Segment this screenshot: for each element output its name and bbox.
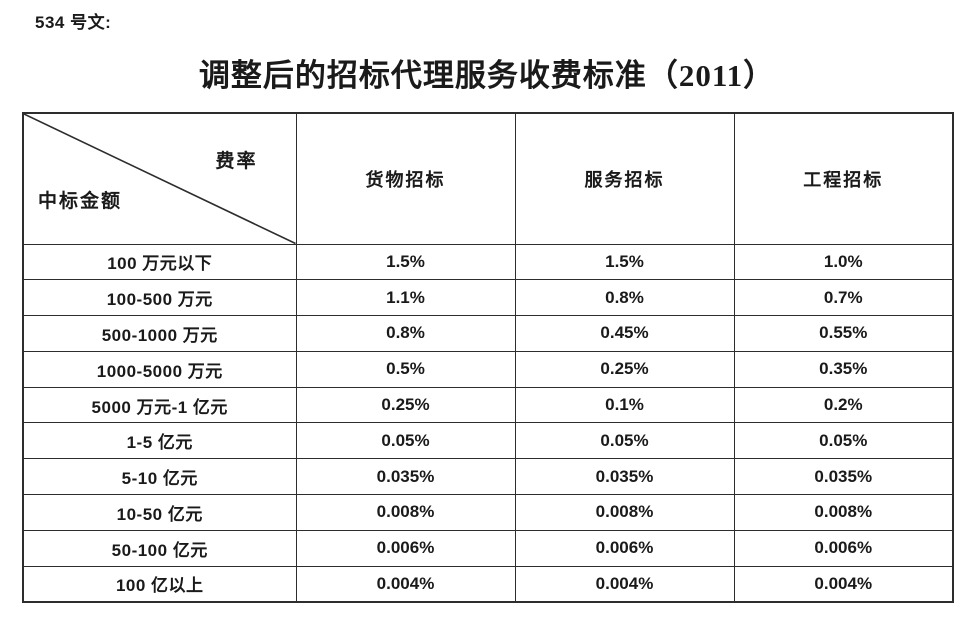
- doc-number-label: 534 号文:: [35, 13, 112, 32]
- rate-cell: 0.05%: [733, 422, 954, 460]
- table-row: 100 万元以下 1.5% 1.5% 1.0%: [22, 243, 954, 281]
- column-header-goods: 货物招标: [295, 112, 516, 245]
- amount-cell: 100 亿以上: [22, 565, 297, 603]
- rate-cell: 0.55%: [733, 315, 954, 352]
- column-header-service: 服务招标: [514, 112, 735, 245]
- rate-cell: 0.7%: [733, 279, 954, 317]
- rate-cell: 1.5%: [514, 243, 735, 281]
- rate-cell: 0.8%: [295, 315, 516, 352]
- table-row: 10-50 亿元 0.008% 0.008% 0.008%: [22, 494, 954, 531]
- table-row: 50-100 亿元 0.006% 0.006% 0.006%: [22, 529, 954, 567]
- amount-cell: 5000 万元-1 亿元: [22, 386, 297, 424]
- amount-cell: 1-5 亿元: [22, 422, 297, 460]
- rate-cell: 0.008%: [733, 494, 954, 531]
- amount-cell: 50-100 亿元: [22, 529, 297, 567]
- column-header-engineering: 工程招标: [733, 112, 954, 245]
- rate-cell: 0.8%: [514, 279, 735, 317]
- corner-label-amount: 中标金额: [38, 191, 123, 212]
- rate-cell: 0.035%: [733, 458, 954, 496]
- rate-cell: 0.45%: [514, 315, 735, 352]
- fee-rate-table: 费率 中标金额 货物招标 服务招标 工程招标 100 万元以下 1.5% 1.5…: [22, 112, 954, 603]
- rate-cell: 0.035%: [514, 458, 735, 496]
- rate-cell: 0.006%: [733, 529, 954, 567]
- rate-cell: 0.035%: [295, 458, 516, 496]
- rate-cell: 1.0%: [733, 243, 954, 281]
- table-row: 1-5 亿元 0.05% 0.05% 0.05%: [22, 422, 954, 460]
- rate-cell: 0.008%: [295, 494, 516, 531]
- rate-cell: 0.35%: [733, 350, 954, 388]
- rate-cell: 0.004%: [733, 565, 954, 603]
- table-row: 1000-5000 万元 0.5% 0.25% 0.35%: [22, 350, 954, 388]
- amount-cell: 10-50 亿元: [22, 494, 297, 531]
- rate-cell: 0.004%: [514, 565, 735, 603]
- diagonal-divider-line: [24, 114, 295, 243]
- rate-cell: 0.006%: [295, 529, 516, 567]
- amount-cell: 100-500 万元: [22, 279, 297, 317]
- table-row: 100 亿以上 0.004% 0.004% 0.004%: [22, 565, 954, 603]
- table-header-row: 费率 中标金额 货物招标 服务招标 工程招标: [22, 112, 954, 245]
- rate-cell: 0.25%: [295, 386, 516, 424]
- amount-cell: 500-1000 万元: [22, 315, 297, 352]
- amount-cell: 1000-5000 万元: [22, 350, 297, 388]
- rate-cell: 0.004%: [295, 565, 516, 603]
- rate-cell: 0.1%: [514, 386, 735, 424]
- amount-cell: 100 万元以下: [22, 243, 297, 281]
- corner-label-rate: 费率: [215, 151, 258, 172]
- rate-cell: 1.5%: [295, 243, 516, 281]
- rate-cell: 0.2%: [733, 386, 954, 424]
- table-row: 5-10 亿元 0.035% 0.035% 0.035%: [22, 458, 954, 496]
- table-row: 5000 万元-1 亿元 0.25% 0.1% 0.2%: [22, 386, 954, 424]
- rate-cell: 0.05%: [514, 422, 735, 460]
- rate-cell: 0.5%: [295, 350, 516, 388]
- table-row: 100-500 万元 1.1% 0.8% 0.7%: [22, 279, 954, 317]
- diagonal-corner-cell: 费率 中标金额: [22, 112, 297, 245]
- rate-cell: 0.006%: [514, 529, 735, 567]
- amount-cell: 5-10 亿元: [22, 458, 297, 496]
- rate-cell: 1.1%: [295, 279, 516, 317]
- rate-cell: 0.05%: [295, 422, 516, 460]
- rate-cell: 0.008%: [514, 494, 735, 531]
- table-row: 500-1000 万元 0.8% 0.45% 0.55%: [22, 315, 954, 352]
- rate-cell: 0.25%: [514, 350, 735, 388]
- page-title: 调整后的招标代理服务收费标准（2011）: [198, 58, 776, 93]
